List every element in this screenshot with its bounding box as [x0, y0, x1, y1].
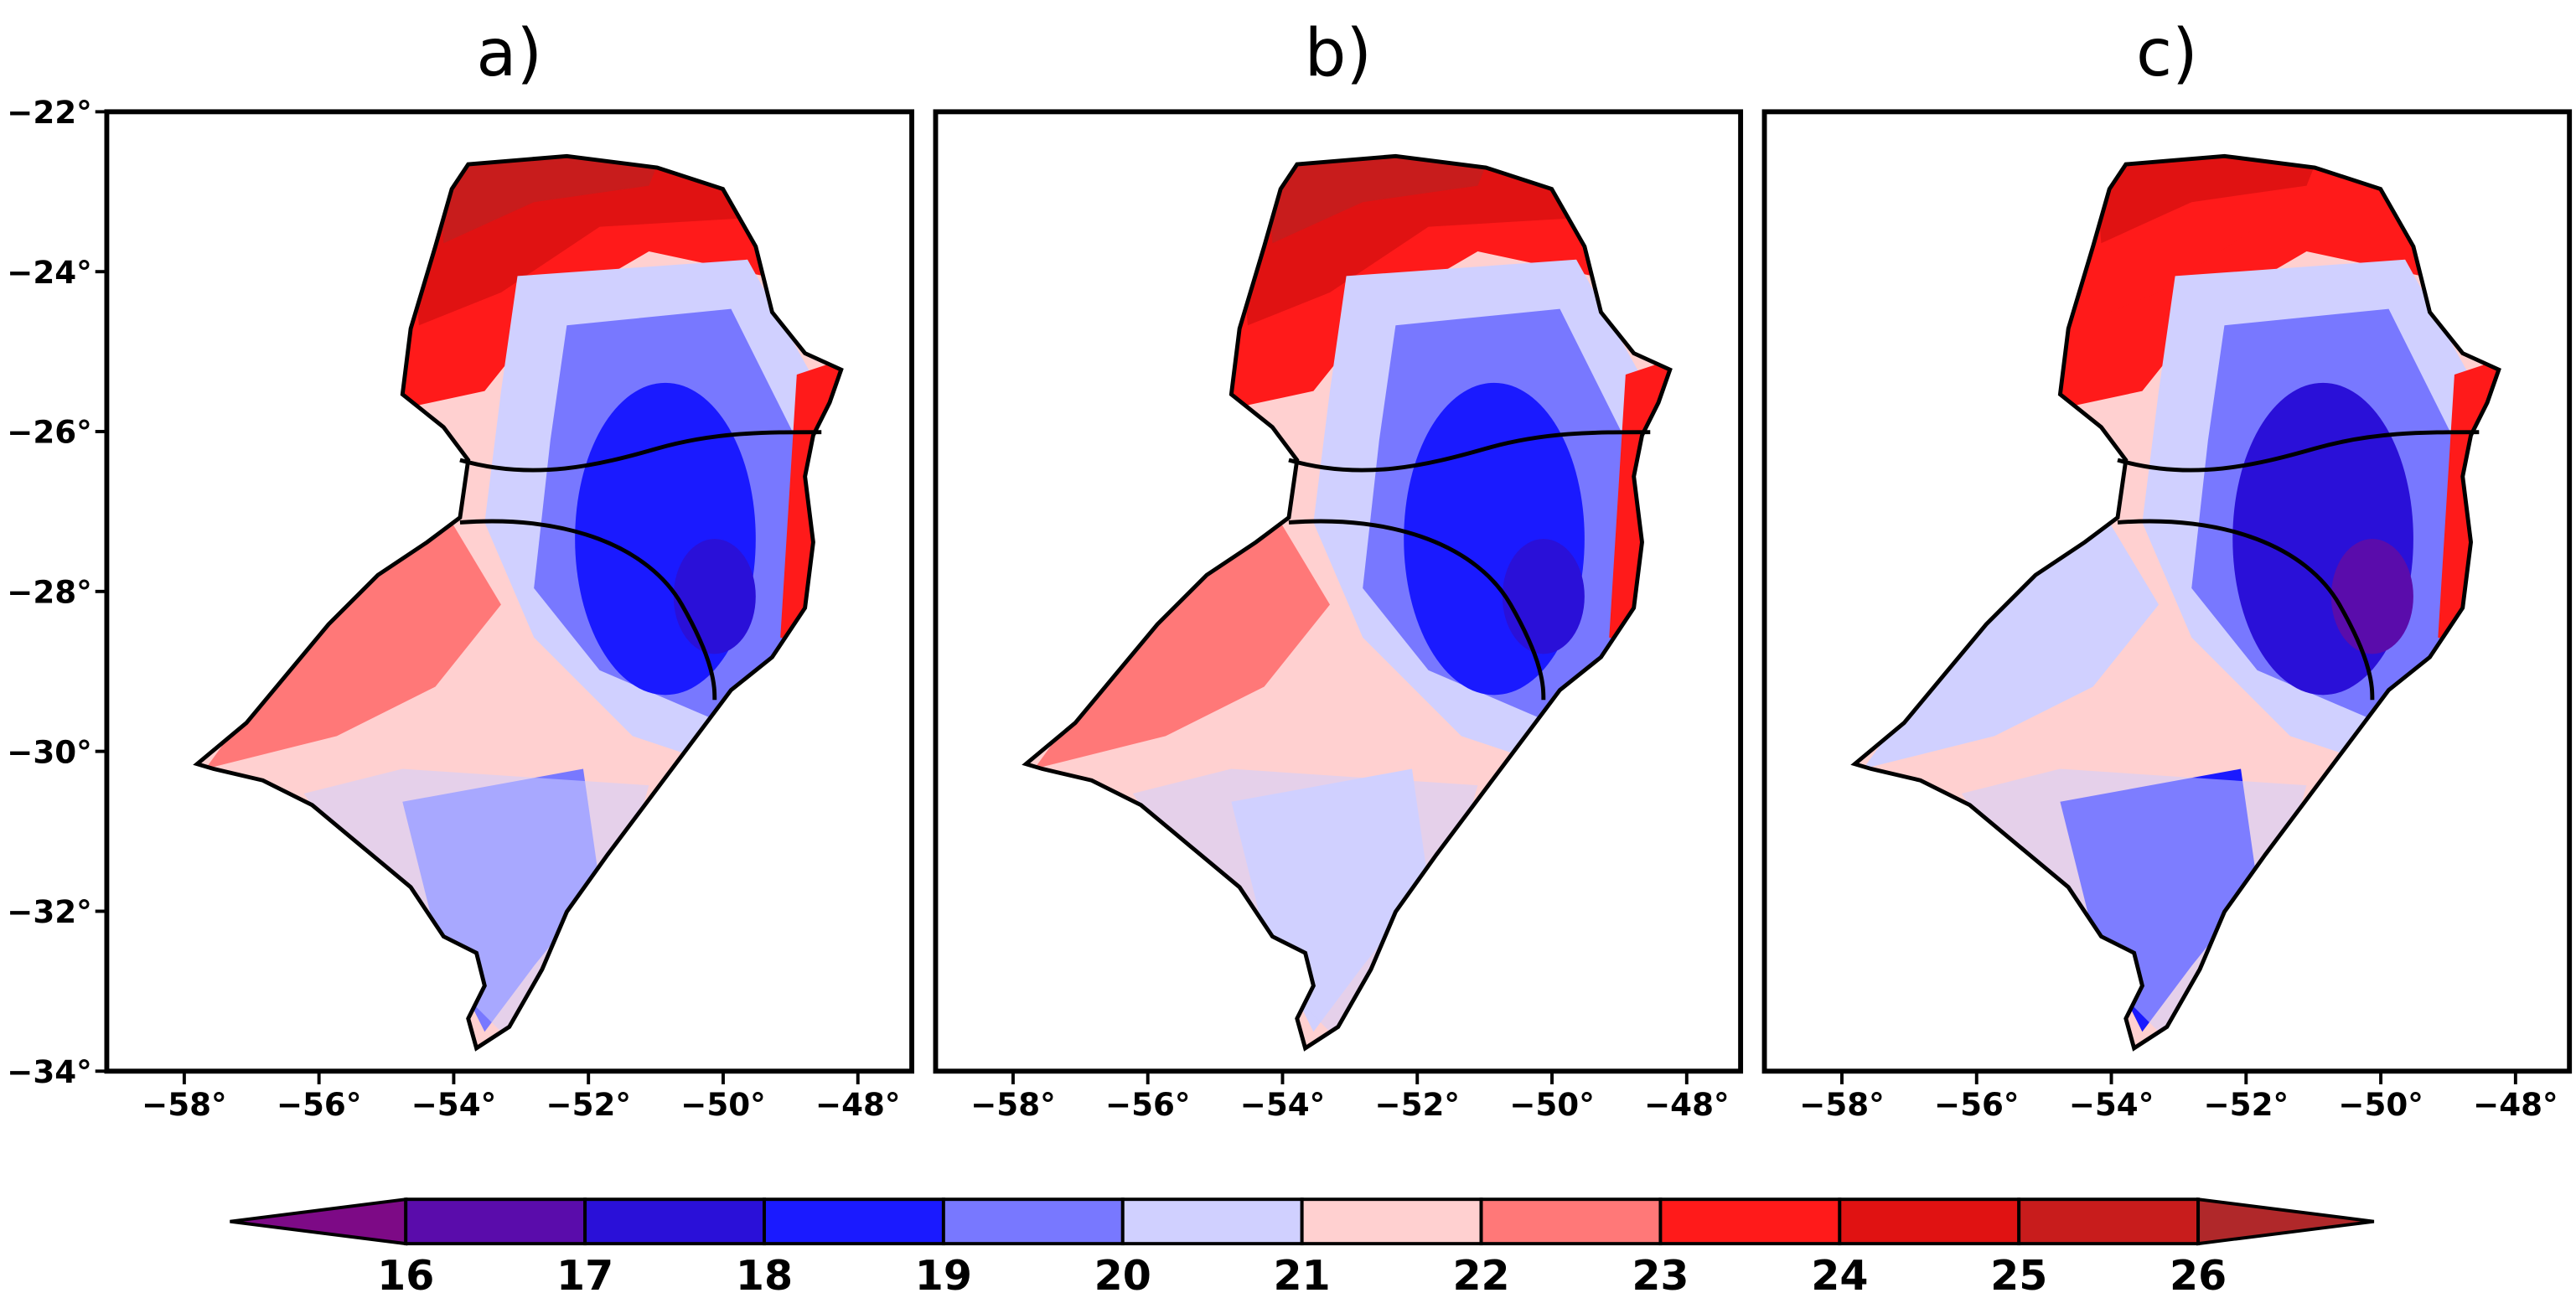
x-tick-label: −58°: [142, 1086, 227, 1123]
x-tick-label: −58°: [1799, 1086, 1885, 1123]
state-border: [2117, 519, 2375, 701]
x-tick-label: −54°: [2069, 1086, 2154, 1123]
x-tick-label: −58°: [970, 1086, 1056, 1123]
colorbar-label: 20: [1094, 1252, 1151, 1293]
panel-frame: [1761, 109, 2573, 1074]
x-tick-label: −56°: [1934, 1086, 2020, 1123]
x-tick-label: −48°: [815, 1086, 901, 1123]
fill-west: [205, 522, 501, 769]
colorbar-box: [1838, 1197, 2021, 1246]
state-border: [1288, 519, 1546, 701]
map-panel: b) −58° −56° −54° −52° −50° −48°: [933, 15, 1744, 1123]
colorbar-box: [583, 1197, 766, 1246]
fill-deep: [2330, 539, 2413, 654]
colorbar-low: [230, 1197, 408, 1246]
map-panel: a) −58° −56° −54° −52° −50° −48° −22° −24° −26° −2…: [7, 15, 914, 1123]
colorbar: 16 17 18 19 20 21 22 23 24 25 26: [230, 1197, 2375, 1293]
colorbar-high: [2196, 1197, 2375, 1246]
x-tick-label: −56°: [277, 1086, 362, 1123]
y-tick-label: −34°: [7, 1053, 92, 1090]
colorbar-box: [404, 1197, 587, 1246]
y-tick-label: −24°: [7, 254, 92, 291]
x-tick-label: −54°: [1240, 1086, 1326, 1123]
y-tick-label: −32°: [7, 893, 92, 930]
contours: [197, 156, 841, 1048]
state-border: [459, 430, 822, 473]
contours: [1854, 156, 2499, 1048]
y-tick-label: −28°: [7, 574, 92, 611]
fill-west: [1034, 522, 1330, 769]
y-tick-label: −30°: [7, 733, 92, 770]
region-outline: [1022, 153, 1673, 1052]
colorbar-box: [1479, 1197, 1663, 1246]
x-tick-label: −48°: [2473, 1086, 2558, 1123]
colorbar-label: 25: [1990, 1252, 2047, 1293]
panel-title: c): [2136, 15, 2198, 91]
colorbar-box: [1658, 1197, 1842, 1246]
x-tick-label: −52°: [546, 1086, 631, 1123]
x-tick-label: −56°: [1105, 1086, 1191, 1123]
x-tick-label: −50°: [2338, 1086, 2423, 1123]
fill-north3: [2092, 156, 2324, 244]
fill-north3: [435, 156, 665, 244]
x-tick-label: −50°: [680, 1086, 766, 1123]
panel-title: a): [476, 15, 542, 91]
region-outline: [1850, 153, 2501, 1052]
fill-deep: [673, 539, 756, 654]
panel-title: b): [1305, 15, 1372, 91]
colorbar-box: [1300, 1197, 1483, 1246]
colorbar-label: 21: [1274, 1252, 1331, 1293]
region-outline: [193, 153, 844, 1052]
x-tick-label: −50°: [1509, 1086, 1595, 1123]
state-border: [1288, 430, 1651, 473]
state-border: [2117, 430, 2480, 473]
colorbar-box: [763, 1197, 945, 1246]
fill-deep: [1502, 539, 1585, 654]
contours: [1026, 156, 1670, 1048]
colorbar-box: [941, 1197, 1125, 1246]
colorbar-label: 24: [1811, 1252, 1868, 1293]
x-tick-label: −54°: [411, 1086, 497, 1123]
colorbar-label: 26: [2170, 1252, 2227, 1293]
colorbar-label: 19: [915, 1252, 972, 1293]
state-border: [459, 519, 717, 701]
colorbar-label: 23: [1632, 1252, 1689, 1293]
x-tick-label: −52°: [1374, 1086, 1460, 1123]
x-tick-label: −52°: [2203, 1086, 2289, 1123]
colorbar-label: 17: [556, 1252, 613, 1293]
colorbar-box: [2017, 1197, 2201, 1246]
y-tick-label: −26°: [7, 414, 92, 451]
y-tick-label: −22°: [7, 94, 92, 131]
fill-north3: [1264, 156, 1495, 244]
colorbar-label: 16: [377, 1252, 434, 1293]
panel-frame: [933, 109, 1744, 1074]
colorbar-box: [1120, 1197, 1304, 1246]
x-tick-label: −48°: [1644, 1086, 1730, 1123]
fill-west: [1863, 522, 2160, 769]
colorbar-label: 18: [736, 1252, 793, 1293]
map-panel: c) −58° −56° −54° −52° −50° −48°: [1761, 15, 2573, 1123]
colorbar-label: 22: [1452, 1252, 1509, 1293]
